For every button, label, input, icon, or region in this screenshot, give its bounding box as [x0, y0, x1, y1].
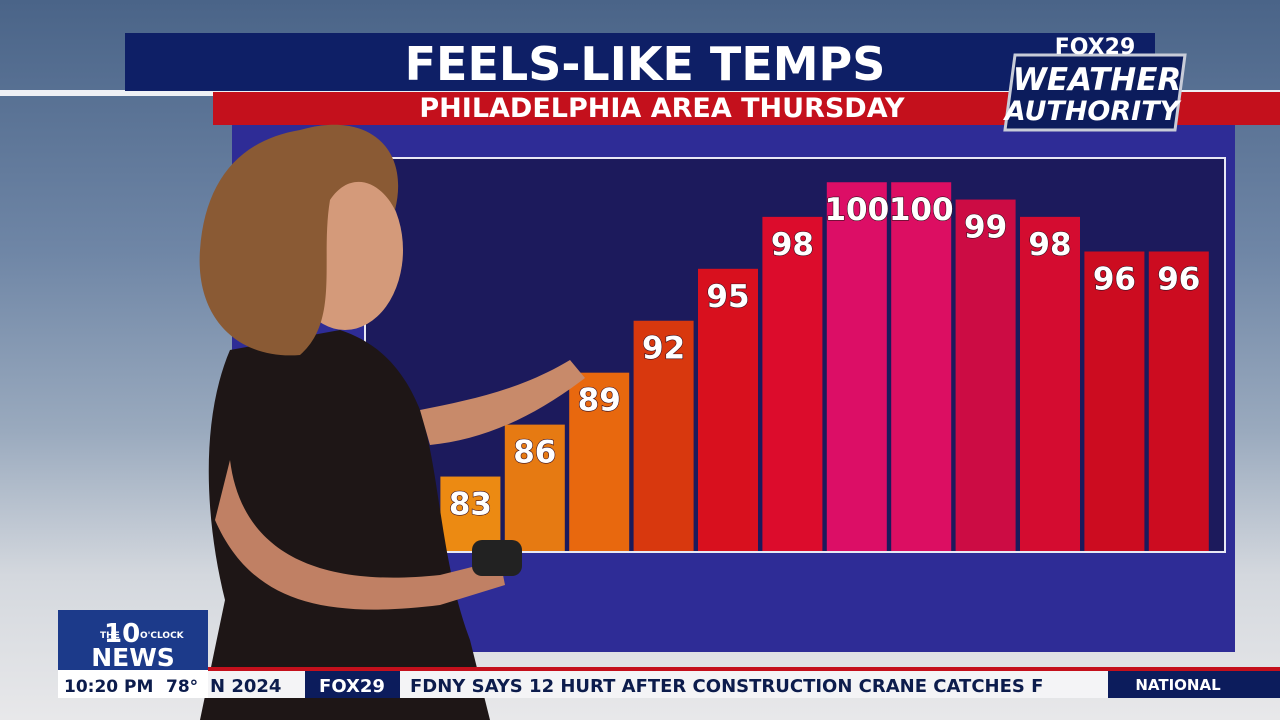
data-label: 98: [771, 227, 814, 263]
ticker-section-box: [1108, 671, 1280, 698]
time-box: [58, 670, 208, 698]
data-label: 95: [706, 279, 749, 315]
bar: [504, 424, 565, 551]
bar: [440, 476, 501, 551]
hair: [199, 124, 399, 356]
logo-box: [1003, 53, 1187, 132]
ticker-brand-box: [305, 671, 400, 698]
logo-line1: WEATHER: [1013, 62, 1182, 98]
logo-brand: FOX29: [1055, 35, 1136, 60]
bar: [1020, 216, 1080, 551]
ticker-prev: N 2024: [210, 676, 281, 697]
logo-line2: AUTHORITY: [1003, 96, 1182, 127]
bar: [698, 268, 758, 551]
arm: [420, 360, 585, 445]
chart-title: FEELS-LIKE TEMPS: [405, 37, 886, 91]
bar: [955, 199, 1016, 551]
ticker-brand: FOX29: [319, 676, 385, 697]
data-label: 86: [513, 435, 556, 471]
bar: [569, 372, 630, 551]
data-label: 98: [1028, 227, 1071, 263]
bug-oclock: O'CLOCK: [140, 631, 185, 641]
bar: [633, 320, 694, 551]
data-label: 96: [1093, 261, 1136, 297]
data-label: 99: [964, 210, 1007, 246]
data-label: 83: [449, 487, 492, 523]
ticker-section: NATIONAL: [1135, 676, 1221, 694]
ticker-headline: FDNY SAYS 12 HURT AFTER CONSTRUCTION CRA…: [410, 676, 1043, 697]
bar: [891, 182, 952, 551]
bar: [826, 182, 887, 551]
data-label: 100: [889, 192, 954, 228]
bar: [1084, 251, 1145, 551]
temp: 78°: [166, 677, 198, 697]
bug-number: 10: [104, 619, 140, 649]
news-bug: THE 10 O'CLOCK NEWS 10:20 PM 78°: [58, 610, 208, 698]
clicker: [472, 540, 522, 576]
bars: 8283868992959810010099989696: [376, 182, 1209, 551]
bug-name: NEWS: [91, 643, 175, 672]
chart-subtitle: PHILADELPHIA AREA THURSDAY: [419, 93, 905, 124]
data-label: 96: [1157, 261, 1200, 297]
data-label: 92: [642, 331, 685, 367]
bar: [762, 216, 823, 551]
data-label: 100: [824, 192, 889, 228]
ticker-line: [208, 667, 1280, 671]
time: 10:20 PM: [64, 677, 153, 697]
bar: [1148, 251, 1209, 551]
title-bar: [125, 33, 1155, 91]
data-label: 89: [578, 383, 621, 419]
dress: [200, 330, 490, 720]
bug-box: [58, 610, 208, 670]
logo: FOX29 WEATHER AUTHORITY: [1003, 35, 1187, 132]
ticker: N 2024 FOX29 FDNY SAYS 12 HURT AFTER CON…: [208, 667, 1280, 698]
presenter: [199, 124, 585, 720]
bug-small: THE: [100, 631, 120, 641]
arm2: [215, 460, 505, 610]
